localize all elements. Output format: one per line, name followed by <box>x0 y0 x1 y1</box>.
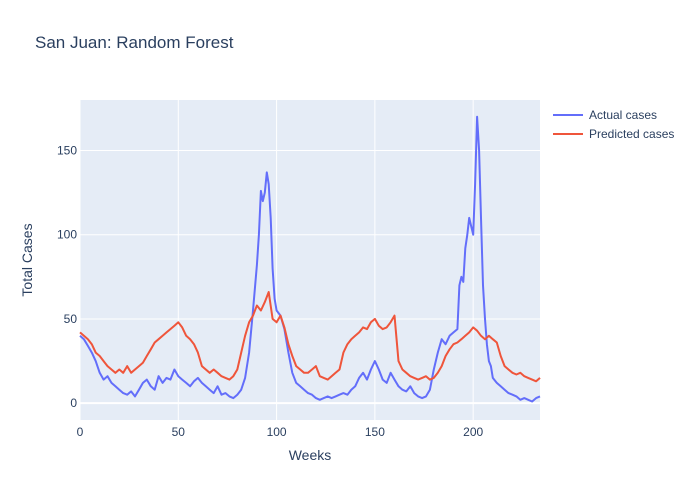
legend-swatch-predicted <box>553 132 583 135</box>
x-tick-label: 200 <box>463 425 483 439</box>
chart-title: San Juan: Random Forest <box>35 33 234 52</box>
x-tick-label: 150 <box>365 425 385 439</box>
legend-label-predicted: Predicted cases <box>589 126 675 141</box>
x-tick-label: 100 <box>267 425 287 439</box>
legend: Actual cases Predicted cases <box>553 105 674 143</box>
legend-swatch-actual <box>553 113 583 116</box>
series-line-predicted <box>79 291 541 383</box>
y-tick-label: 0 <box>70 396 77 410</box>
legend-item-actual[interactable]: Actual cases <box>553 105 674 124</box>
plot-background <box>80 100 540 420</box>
grid-layer <box>79 100 540 420</box>
x-axis-label: Weeks <box>289 447 332 463</box>
legend-item-predicted[interactable]: Predicted cases <box>553 124 674 143</box>
y-axis-label: Total Cases <box>19 223 35 296</box>
x-tick-label: 0 <box>77 425 84 439</box>
series-line-actual <box>79 115 541 403</box>
x-tick-label: 50 <box>172 425 186 439</box>
y-tick-label: 150 <box>57 144 77 158</box>
y-tick-label: 50 <box>64 312 78 326</box>
series-layer <box>79 115 541 403</box>
legend-label-actual: Actual cases <box>589 107 658 122</box>
y-tick-label: 100 <box>57 228 77 242</box>
tick-layer: 0 50 100 150 0 50 100 150 200 <box>57 144 484 439</box>
